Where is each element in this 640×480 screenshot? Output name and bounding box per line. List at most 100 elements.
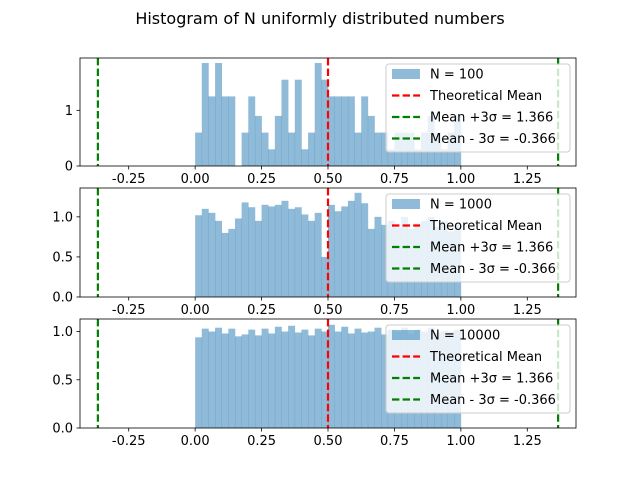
histogram-bar	[208, 331, 216, 428]
histogram-bar	[234, 218, 242, 297]
legend-label: N = 1000	[430, 198, 492, 213]
histogram-bar	[195, 132, 203, 166]
histogram-bar	[341, 206, 349, 297]
histogram-bar	[301, 329, 309, 428]
x-tick-label: 1.00	[446, 172, 475, 187]
legend-label: Mean +3σ = 1.366	[430, 241, 553, 256]
histogram-bar	[234, 336, 242, 428]
histogram-bar	[294, 207, 302, 297]
histogram-bar	[314, 328, 322, 428]
histogram-bar	[254, 115, 262, 166]
histogram-bar	[367, 115, 375, 166]
legend-box	[385, 63, 571, 153]
histogram-bar	[288, 208, 296, 297]
histogram-bar	[354, 328, 362, 428]
histogram-bar	[387, 149, 395, 166]
histogram-bar	[195, 337, 203, 428]
histogram-bar	[354, 132, 362, 166]
histogram-bar	[248, 329, 256, 428]
histogram-bar	[195, 215, 203, 297]
y-tick-label: 0	[65, 160, 73, 175]
y-tick-label: 0.5	[52, 373, 73, 388]
histogram-bar	[361, 203, 369, 297]
histogram-bar	[347, 96, 355, 166]
histogram-bar	[354, 192, 362, 297]
histogram-bar	[341, 96, 349, 166]
histogram-bar	[341, 326, 349, 428]
histogram-bar	[308, 335, 316, 428]
x-tick-label: -0.25	[112, 172, 146, 187]
y-tick-label: 1.0	[52, 325, 73, 340]
subplot-3: -0.25 0.00 0.25 0.50 0.75 1.00 1.25 0.0 0.5 1.0 N …	[52, 318, 577, 449]
legend: N = 1000 Theoretical Mean Mean +3σ = 1.366…	[385, 193, 571, 283]
x-tick-label: 0.00	[181, 172, 210, 187]
x-tick-label: 0.50	[314, 434, 343, 449]
y-tick-label: 1	[65, 104, 73, 119]
histogram-bar	[328, 324, 335, 428]
histogram-bar	[254, 220, 262, 297]
x-tick-label: 0.75	[380, 303, 409, 318]
histogram-bar	[248, 96, 256, 166]
histogram-bar	[328, 204, 335, 297]
histogram-bar	[347, 200, 355, 297]
histogram-bar	[381, 224, 389, 297]
histogram-bar	[281, 200, 289, 297]
histogram-bar	[367, 331, 375, 428]
histogram-bar	[201, 208, 209, 297]
legend-label: Theoretical Mean	[429, 219, 542, 234]
legend-patch-icon	[392, 330, 420, 340]
histogram-bar	[374, 216, 382, 297]
subplot-2: -0.25 0.00 0.25 0.50 0.75 1.00 1.25 0.0 0.5 1.0 N …	[52, 187, 577, 318]
histogram-bar	[288, 325, 296, 428]
histogram-bar	[228, 328, 236, 428]
histogram-bar	[374, 132, 382, 166]
x-tick-label: 1.25	[513, 303, 542, 318]
legend-label: Theoretical Mean	[429, 89, 542, 104]
histogram-bar	[314, 63, 322, 166]
legend-label: Mean - 3σ = -0.366	[430, 262, 556, 277]
x-tick-label: 0.75	[380, 434, 409, 449]
histogram-bar	[261, 132, 269, 166]
histogram-bar	[288, 132, 296, 166]
histogram-bar	[221, 232, 229, 297]
histogram-bar	[308, 132, 316, 166]
histogram-bar	[248, 207, 256, 297]
histogram-bar	[381, 132, 389, 166]
y-tick-label: 0.0	[52, 422, 73, 437]
histogram-bar	[321, 256, 329, 297]
histogram-bar	[281, 331, 289, 428]
legend: N = 10000 Theoretical Mean Mean +3σ = 1.36…	[385, 324, 571, 414]
histogram-bar	[261, 204, 269, 297]
histogram-bar	[347, 333, 355, 428]
figure-title: Histogram of N uniformly distributed num…	[135, 9, 504, 28]
legend-label: N = 100	[430, 68, 484, 83]
x-tick-label: 0.50	[314, 303, 343, 318]
histogram-bar	[208, 212, 216, 297]
x-tick-label: 1.00	[446, 303, 475, 318]
histogram-bar	[228, 228, 236, 297]
histogram-bar	[268, 206, 276, 297]
histogram-bar	[221, 333, 229, 428]
histogram-bar	[308, 220, 316, 297]
y-tick-label: 1.0	[52, 210, 73, 225]
legend-box	[385, 324, 571, 414]
histogram-bar	[301, 214, 309, 297]
histogram-bar	[268, 333, 276, 428]
legend-label: N = 10000	[430, 329, 500, 344]
legend-patch-icon	[392, 199, 420, 209]
histogram-bar	[274, 326, 282, 428]
x-tick-label: -0.25	[112, 434, 146, 449]
x-tick-label: 1.25	[513, 434, 542, 449]
histogram-bar	[361, 332, 369, 428]
histogram-bar	[228, 96, 236, 166]
histogram-bar	[254, 335, 262, 428]
histogram-bar	[440, 149, 448, 166]
histogram-bar	[241, 202, 249, 297]
legend-box	[385, 193, 571, 283]
histogram-bar	[361, 96, 369, 166]
x-tick-label: 0.25	[247, 172, 276, 187]
histogram-bar	[215, 327, 223, 428]
histogram-bar	[321, 331, 329, 428]
histogram-bar	[241, 132, 249, 166]
